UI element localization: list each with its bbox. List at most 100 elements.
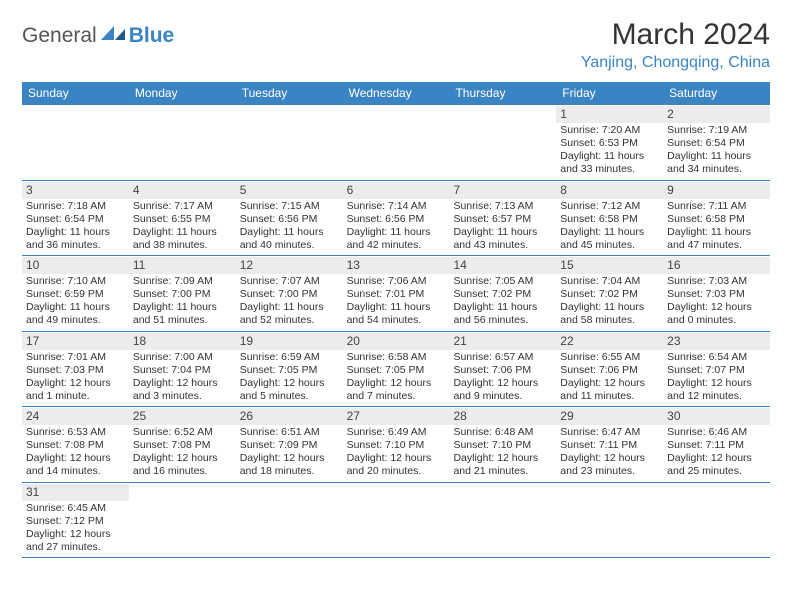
daylight-text: and 38 minutes. xyxy=(133,239,232,252)
day-number: 26 xyxy=(236,408,343,425)
daylight-text: and 33 minutes. xyxy=(560,163,659,176)
daylight-text: and 36 minutes. xyxy=(26,239,125,252)
daylight-text: and 12 minutes. xyxy=(667,390,766,403)
sunrise-text: Sunrise: 6:47 AM xyxy=(560,426,659,439)
day-number: 31 xyxy=(22,484,129,501)
sunset-text: Sunset: 7:04 PM xyxy=(133,364,232,377)
daylight-text: Daylight: 12 hours xyxy=(453,452,552,465)
sunrise-text: Sunrise: 6:51 AM xyxy=(240,426,339,439)
calendar-day-cell: 30Sunrise: 6:46 AMSunset: 7:11 PMDayligh… xyxy=(663,407,770,482)
day-number: 20 xyxy=(343,333,450,350)
daylight-text: Daylight: 12 hours xyxy=(667,301,766,314)
day-number: 18 xyxy=(129,333,236,350)
calendar-day-cell: 31Sunrise: 6:45 AMSunset: 7:12 PMDayligh… xyxy=(22,483,129,558)
daylight-text: Daylight: 11 hours xyxy=(347,226,446,239)
calendar-week-row: 1Sunrise: 7:20 AMSunset: 6:53 PMDaylight… xyxy=(22,104,770,181)
sunset-text: Sunset: 6:54 PM xyxy=(667,137,766,150)
daylight-text: Daylight: 12 hours xyxy=(133,377,232,390)
daylight-text: Daylight: 11 hours xyxy=(560,150,659,163)
calendar-week-row: 31Sunrise: 6:45 AMSunset: 7:12 PMDayligh… xyxy=(22,483,770,559)
sunrise-text: Sunrise: 6:52 AM xyxy=(133,426,232,439)
sail-icon xyxy=(101,26,127,42)
daylight-text: Daylight: 11 hours xyxy=(453,226,552,239)
sunrise-text: Sunrise: 7:15 AM xyxy=(240,200,339,213)
daylight-text: Daylight: 11 hours xyxy=(26,226,125,239)
calendar-week-row: 17Sunrise: 7:01 AMSunset: 7:03 PMDayligh… xyxy=(22,332,770,408)
daylight-text: Daylight: 12 hours xyxy=(667,452,766,465)
daylight-text: and 1 minute. xyxy=(26,390,125,403)
daylight-text: Daylight: 12 hours xyxy=(240,377,339,390)
daylight-text: and 0 minutes. xyxy=(667,314,766,327)
weekday-header-cell: Friday xyxy=(556,82,663,104)
calendar-week-row: 3Sunrise: 7:18 AMSunset: 6:54 PMDaylight… xyxy=(22,181,770,257)
daylight-text: and 51 minutes. xyxy=(133,314,232,327)
daylight-text: and 34 minutes. xyxy=(667,163,766,176)
sunset-text: Sunset: 7:03 PM xyxy=(26,364,125,377)
daylight-text: and 54 minutes. xyxy=(347,314,446,327)
sunrise-text: Sunrise: 6:46 AM xyxy=(667,426,766,439)
daylight-text: and 3 minutes. xyxy=(133,390,232,403)
sunset-text: Sunset: 7:06 PM xyxy=(560,364,659,377)
sunset-text: Sunset: 7:03 PM xyxy=(667,288,766,301)
daylight-text: Daylight: 11 hours xyxy=(560,301,659,314)
daylight-text: Daylight: 11 hours xyxy=(133,226,232,239)
calendar-day-cell: 4Sunrise: 7:17 AMSunset: 6:55 PMDaylight… xyxy=(129,181,236,256)
daylight-text: Daylight: 12 hours xyxy=(560,452,659,465)
daylight-text: and 11 minutes. xyxy=(560,390,659,403)
header: General Blue March 2024 Yanjing, Chongqi… xyxy=(22,18,770,72)
daylight-text: Daylight: 11 hours xyxy=(133,301,232,314)
sunrise-text: Sunrise: 7:12 AM xyxy=(560,200,659,213)
calendar-empty-cell xyxy=(129,105,236,180)
daylight-text: Daylight: 12 hours xyxy=(667,377,766,390)
sunset-text: Sunset: 7:08 PM xyxy=(133,439,232,452)
sunset-text: Sunset: 7:05 PM xyxy=(347,364,446,377)
weekday-header-cell: Tuesday xyxy=(236,82,343,104)
calendar-empty-cell xyxy=(449,105,556,180)
daylight-text: and 21 minutes. xyxy=(453,465,552,478)
daylight-text: Daylight: 11 hours xyxy=(347,301,446,314)
calendar-empty-cell xyxy=(343,105,450,180)
sunrise-text: Sunrise: 7:13 AM xyxy=(453,200,552,213)
calendar-week-row: 10Sunrise: 7:10 AMSunset: 6:59 PMDayligh… xyxy=(22,256,770,332)
daylight-text: Daylight: 11 hours xyxy=(667,226,766,239)
day-number: 23 xyxy=(663,333,770,350)
location-subtitle: Yanjing, Chongqing, China xyxy=(581,54,770,72)
weekday-header-cell: Wednesday xyxy=(343,82,450,104)
day-number: 22 xyxy=(556,333,663,350)
sunset-text: Sunset: 6:53 PM xyxy=(560,137,659,150)
sunset-text: Sunset: 7:11 PM xyxy=(560,439,659,452)
day-number: 7 xyxy=(449,182,556,199)
sunrise-text: Sunrise: 7:05 AM xyxy=(453,275,552,288)
sunset-text: Sunset: 6:55 PM xyxy=(133,213,232,226)
sunset-text: Sunset: 6:56 PM xyxy=(240,213,339,226)
calendar-day-cell: 20Sunrise: 6:58 AMSunset: 7:05 PMDayligh… xyxy=(343,332,450,407)
calendar-day-cell: 17Sunrise: 7:01 AMSunset: 7:03 PMDayligh… xyxy=(22,332,129,407)
daylight-text: Daylight: 11 hours xyxy=(26,301,125,314)
calendar-day-cell: 13Sunrise: 7:06 AMSunset: 7:01 PMDayligh… xyxy=(343,256,450,331)
day-number: 12 xyxy=(236,257,343,274)
daylight-text: and 45 minutes. xyxy=(560,239,659,252)
day-number: 17 xyxy=(22,333,129,350)
day-number: 30 xyxy=(663,408,770,425)
sunrise-text: Sunrise: 7:17 AM xyxy=(133,200,232,213)
daylight-text: Daylight: 12 hours xyxy=(347,452,446,465)
daylight-text: Daylight: 12 hours xyxy=(347,377,446,390)
day-number: 19 xyxy=(236,333,343,350)
calendar-day-cell: 22Sunrise: 6:55 AMSunset: 7:06 PMDayligh… xyxy=(556,332,663,407)
day-number: 8 xyxy=(556,182,663,199)
sunrise-text: Sunrise: 6:48 AM xyxy=(453,426,552,439)
page-title: March 2024 xyxy=(581,18,770,52)
daylight-text: Daylight: 12 hours xyxy=(133,452,232,465)
day-number: 9 xyxy=(663,182,770,199)
daylight-text: Daylight: 11 hours xyxy=(560,226,659,239)
sunset-text: Sunset: 6:59 PM xyxy=(26,288,125,301)
sunset-text: Sunset: 7:00 PM xyxy=(133,288,232,301)
sunset-text: Sunset: 7:10 PM xyxy=(347,439,446,452)
day-number: 28 xyxy=(449,408,556,425)
sunset-text: Sunset: 6:58 PM xyxy=(560,213,659,226)
sunrise-text: Sunrise: 7:18 AM xyxy=(26,200,125,213)
sunset-text: Sunset: 6:54 PM xyxy=(26,213,125,226)
sunset-text: Sunset: 7:10 PM xyxy=(453,439,552,452)
day-number: 29 xyxy=(556,408,663,425)
calendar-day-cell: 23Sunrise: 6:54 AMSunset: 7:07 PMDayligh… xyxy=(663,332,770,407)
